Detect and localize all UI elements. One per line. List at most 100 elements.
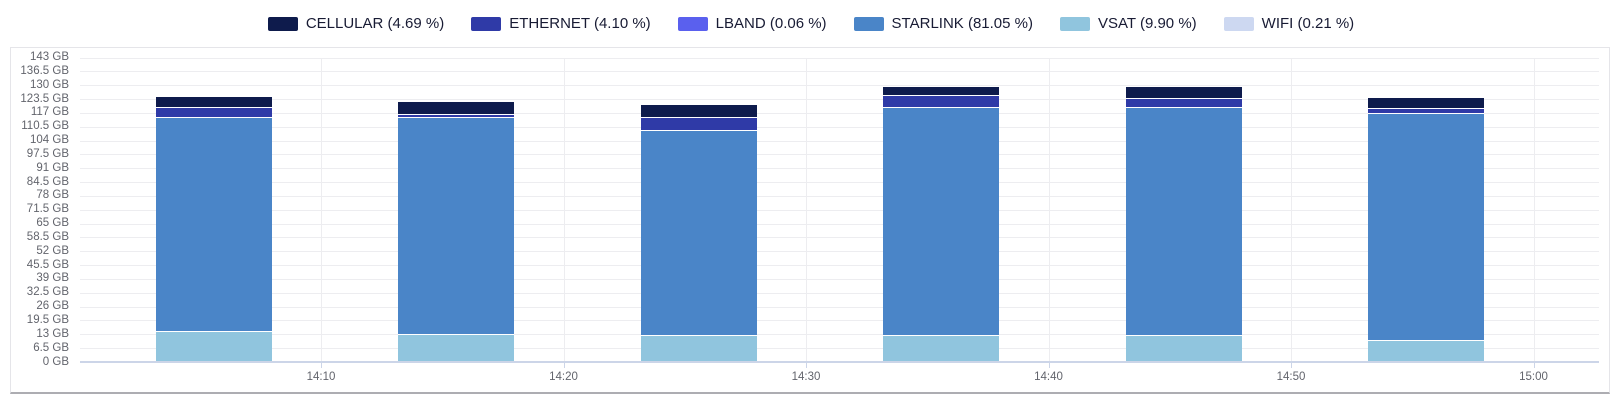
y-axis-tick-label: 45.5 GB <box>26 258 69 271</box>
v-gridline <box>563 57 565 362</box>
h-gridline <box>80 182 1599 184</box>
bar-14:35 <box>883 87 999 362</box>
bar-segment-cellular[interactable] <box>398 102 514 115</box>
h-gridline <box>80 334 1599 336</box>
bar-segment-cellular[interactable] <box>640 104 757 118</box>
h-gridline <box>80 195 1599 197</box>
legend-label-vsat: VSAT (9.90 %) <box>1098 15 1197 32</box>
y-axis-tick-label: 71.5 GB <box>26 203 69 216</box>
legend-item-cellular[interactable]: CELLULAR (4.69 %) <box>267 16 444 31</box>
y-axis-tick-label: 123.5 GB <box>20 92 69 105</box>
h-gridline <box>80 292 1599 294</box>
h-gridline <box>80 278 1599 280</box>
y-axis-tick-label: 58.5 GB <box>26 230 69 243</box>
legend-label-lband: LBAND (0.06 %) <box>715 15 827 32</box>
bar-14:15 <box>398 102 514 362</box>
bar-segment-starlink[interactable] <box>1368 114 1484 342</box>
bar-14:55 <box>1368 98 1484 362</box>
h-gridline <box>80 140 1599 142</box>
bar-segment-starlink[interactable] <box>1125 107 1242 336</box>
h-gridline <box>80 320 1599 322</box>
x-axis-tick <box>563 362 565 368</box>
x-axis-line <box>80 361 1599 363</box>
y-axis-tick-label: 32.5 GB <box>26 286 69 299</box>
legend-item-ethernet[interactable]: ETHERNET (4.10 %) <box>471 15 651 32</box>
h-gridline <box>80 99 1599 101</box>
x-axis-tick <box>806 362 807 368</box>
bar-14:25 <box>640 104 757 362</box>
h-gridline <box>80 112 1599 114</box>
v-gridline <box>1048 57 1050 362</box>
x-axis-tick-label: 14:10 <box>306 371 336 383</box>
y-axis-tick-label: 78 GB <box>36 189 69 202</box>
y-axis-tick-label: 130 GB <box>30 78 69 91</box>
bar-segment-ethernet[interactable] <box>640 117 757 131</box>
y-axis-tick-label: 104 GB <box>30 134 69 147</box>
x-axis-tick-label: 14:20 <box>549 371 578 383</box>
y-axis-tick-label: 91 GB <box>36 161 69 174</box>
y-axis-tick-label: 143 GB <box>30 51 69 63</box>
legend-item-vsat[interactable]: VSAT (9.90 %) <box>1060 16 1197 31</box>
bar-segment-cellular[interactable] <box>155 97 272 108</box>
bar-segment-vsat[interactable] <box>155 331 272 362</box>
legend-item-starlink[interactable]: STARLINK (81.05 %) <box>853 15 1033 32</box>
h-gridline <box>80 168 1599 170</box>
legend-label-wifi: WIFI (0.21 %) <box>1261 15 1355 32</box>
chart-legend: CELLULAR (4.69 %) ETHERNET (4.10 %) LBAND … <box>0 0 1622 47</box>
bar-14:05 <box>155 97 272 362</box>
bar-segment-ethernet[interactable] <box>1368 108 1484 115</box>
legend-swatch-wifi-icon <box>1223 16 1254 31</box>
legend-swatch-starlink-icon <box>853 16 884 31</box>
bar-segment-starlink[interactable] <box>883 107 999 336</box>
bar-segment-starlink[interactable] <box>155 118 272 332</box>
bar-segment-cellular[interactable] <box>1125 87 1242 99</box>
y-axis-tick-label: 0 GB <box>42 355 69 368</box>
h-gridline <box>80 126 1599 128</box>
x-axis-tick <box>1533 362 1535 368</box>
legend-swatch-vsat-icon <box>1060 16 1090 31</box>
bar-segment-vsat[interactable] <box>1125 335 1242 362</box>
legend-label-starlink: STARLINK (81.05 %) <box>891 15 1033 32</box>
x-axis-tick-label: 14:40 <box>1034 371 1063 383</box>
bar-segment-ethernet[interactable] <box>1125 99 1242 108</box>
h-gridline <box>80 57 1599 59</box>
v-gridline <box>1533 57 1535 362</box>
bar-segment-vsat[interactable] <box>1368 341 1484 362</box>
h-gridline <box>80 209 1599 211</box>
legend-item-lband[interactable]: LBAND (0.06 %) <box>677 15 827 32</box>
y-axis-tick-label: 110.5 GB <box>21 120 69 133</box>
bar-segment-vsat[interactable] <box>640 335 757 362</box>
y-axis-tick-label: 97.5 GB <box>26 147 69 160</box>
bar-segment-starlink[interactable] <box>640 130 757 336</box>
x-axis-tick-label: 14:50 <box>1276 371 1306 383</box>
x-axis-tick <box>321 362 322 368</box>
h-gridline <box>80 306 1599 308</box>
legend-label-ethernet: ETHERNET (4.10 %) <box>509 15 651 32</box>
y-axis-tick-label: 117 GB <box>30 106 69 119</box>
y-axis-tick-label: 84.5 GB <box>26 175 69 188</box>
legend-swatch-cellular-icon <box>267 16 298 31</box>
y-axis-tick-label: 19.5 GB <box>26 313 69 326</box>
h-gridline <box>80 154 1599 156</box>
v-gridline <box>1291 57 1292 362</box>
bar-segment-cellular[interactable] <box>883 87 999 97</box>
bar-segment-starlink[interactable] <box>398 118 514 336</box>
bar-segment-ethernet[interactable] <box>883 96 999 108</box>
h-gridline <box>80 71 1599 73</box>
h-gridline <box>80 348 1599 350</box>
legend-item-wifi[interactable]: WIFI (0.21 %) <box>1223 15 1355 32</box>
bar-segment-vsat[interactable] <box>883 335 999 362</box>
bar-segment-cellular[interactable] <box>1368 98 1484 109</box>
v-gridline <box>806 57 807 362</box>
h-gridline <box>80 251 1599 253</box>
bar-segment-ethernet[interactable] <box>398 114 514 119</box>
y-axis-tick-label: 6.5 GB <box>33 341 69 354</box>
v-gridline <box>321 57 322 362</box>
bar-segment-vsat[interactable] <box>398 335 514 362</box>
legend-swatch-lband-icon <box>677 16 708 31</box>
y-axis-tick-label: 26 GB <box>36 300 69 313</box>
y-axis-tick-label: 65 GB <box>36 217 69 230</box>
bar-segment-ethernet[interactable] <box>155 107 272 119</box>
x-axis-tick-label: 15:00 <box>1519 371 1548 383</box>
